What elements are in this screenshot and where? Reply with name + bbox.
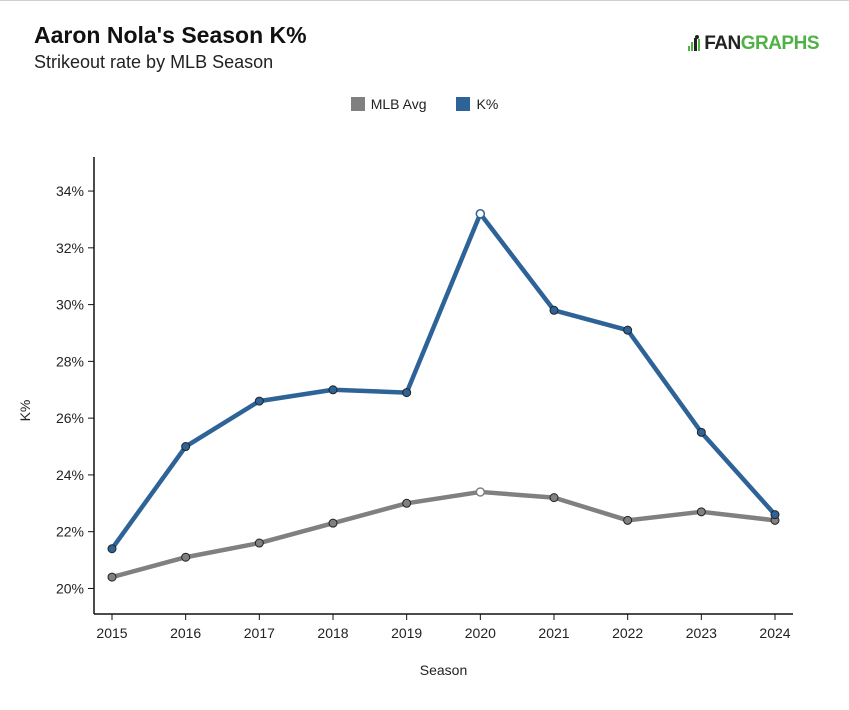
y-tick-label: 22% <box>56 524 84 540</box>
x-tick-label: 2020 <box>465 625 496 641</box>
x-axis-label: Season <box>420 662 467 678</box>
x-tick-label: 2021 <box>538 625 569 641</box>
y-tick-label: 32% <box>56 240 84 256</box>
x-tick-label: 2016 <box>170 625 201 641</box>
legend-item-k-pct[interactable]: K% <box>456 96 498 112</box>
data-point-mlb-avg[interactable] <box>254 538 264 548</box>
y-tick-label: 34% <box>56 183 84 199</box>
legend-swatch-mlb-avg <box>350 97 365 111</box>
legend-swatch-k-pct <box>456 97 471 111</box>
data-point-mlb-avg[interactable] <box>181 552 191 562</box>
x-tick-label: 2017 <box>244 625 275 641</box>
chart-legend: MLB Avg K% <box>0 96 849 112</box>
y-tick-label: 26% <box>56 410 84 426</box>
x-tick-label: 2019 <box>391 625 422 641</box>
data-point-mlb-avg[interactable] <box>107 572 117 582</box>
data-point-k-pct[interactable] <box>328 385 338 395</box>
data-point-mlb-avg[interactable] <box>328 518 338 528</box>
y-axis-label: K% <box>17 400 33 422</box>
series-line-k-pct[interactable] <box>109 211 778 551</box>
chart-title: Aaron Nola's Season K% <box>34 22 307 48</box>
x-tick-label: 2024 <box>759 625 790 641</box>
legend-item-mlb-avg[interactable]: MLB Avg <box>350 96 427 112</box>
data-point-mlb-avg[interactable] <box>623 515 633 525</box>
data-point-mlb-avg[interactable] <box>475 487 486 497</box>
data-point-k-pct[interactable] <box>475 209 486 219</box>
logo-text-graphs: GRAPHS <box>740 33 820 54</box>
x-tick-label: 2023 <box>686 625 717 641</box>
logo-text-fan: FAN <box>704 33 741 54</box>
series-line-mlb-avg[interactable] <box>109 489 778 580</box>
y-tick-label: 28% <box>56 353 84 369</box>
data-point-mlb-avg[interactable] <box>402 498 412 508</box>
data-point-k-pct[interactable] <box>623 325 633 335</box>
data-point-k-pct[interactable] <box>107 544 117 554</box>
y-tick-label: 24% <box>56 467 84 483</box>
data-point-k-pct[interactable] <box>549 305 559 315</box>
fangraphs-logo: FAN GRAPHS <box>688 33 820 55</box>
data-point-k-pct[interactable] <box>696 427 706 437</box>
data-point-k-pct[interactable] <box>254 396 264 406</box>
x-tick-label: 2018 <box>317 625 348 641</box>
y-tick-label: 20% <box>56 580 84 596</box>
chart-subtitle: Strikeout rate by MLB Season <box>34 52 274 72</box>
y-tick-label: 30% <box>56 297 84 313</box>
x-tick-label: 2015 <box>96 625 127 641</box>
data-point-mlb-avg[interactable] <box>549 493 559 503</box>
x-tick-label: 2022 <box>612 625 643 641</box>
legend-label-k-pct: K% <box>476 96 499 112</box>
legend-label-mlb-avg: MLB Avg <box>370 96 427 112</box>
data-point-mlb-avg[interactable] <box>696 507 706 517</box>
fangraphs-batter-icon <box>688 35 702 53</box>
data-point-k-pct[interactable] <box>770 510 780 520</box>
top-rule <box>0 0 849 1</box>
data-point-k-pct[interactable] <box>402 388 412 398</box>
data-point-k-pct[interactable] <box>181 442 191 452</box>
